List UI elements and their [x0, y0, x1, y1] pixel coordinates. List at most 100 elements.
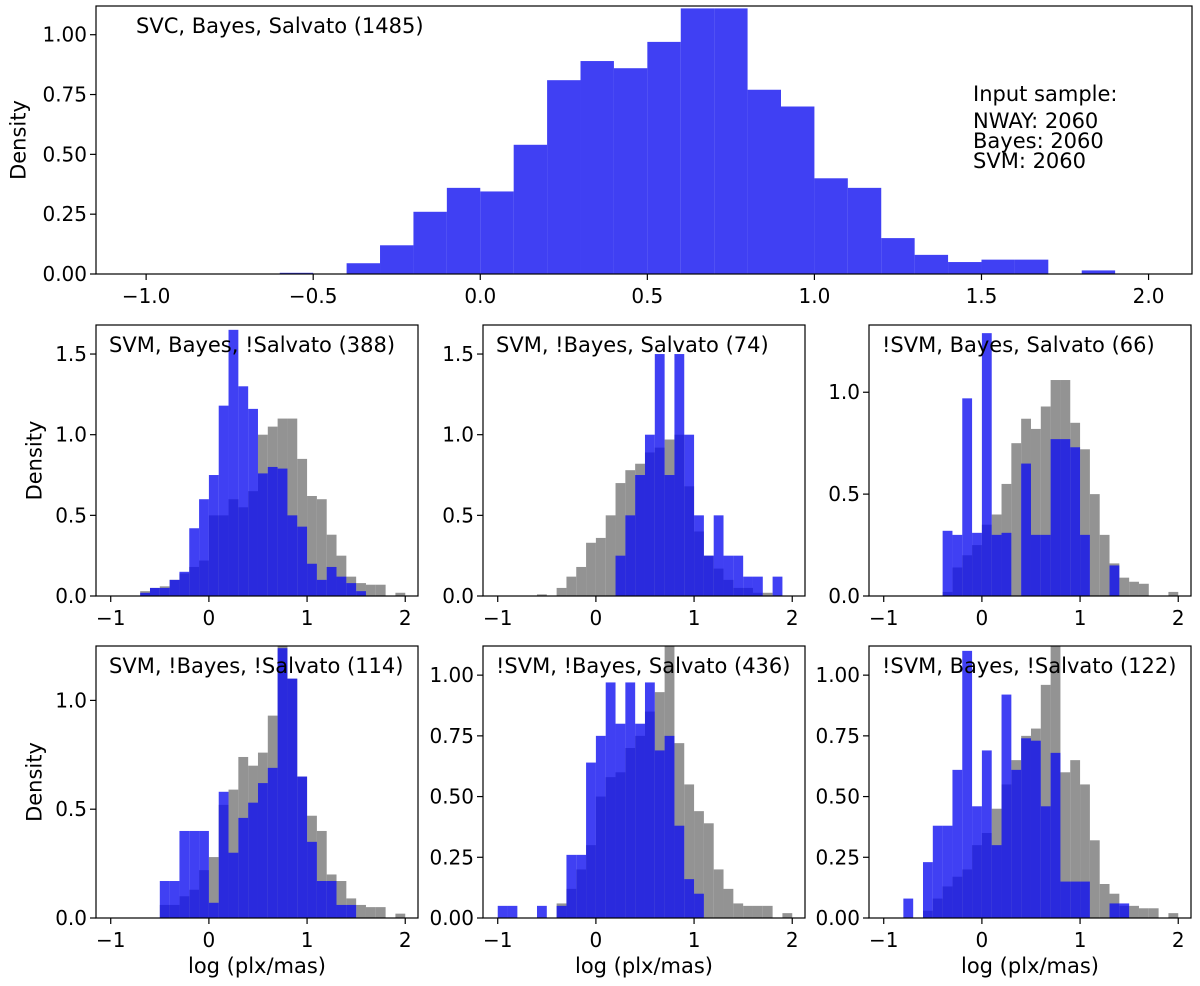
- histogram-bar-blue: [316, 579, 327, 596]
- histogram-bar-blue: [1021, 738, 1031, 918]
- histogram-bar-gray: [713, 869, 724, 918]
- y-axis-label: Density: [22, 421, 46, 501]
- histogram-bar-blue: [615, 723, 626, 918]
- histogram-bar-blue: [714, 8, 748, 274]
- histogram-bar-gray: [1089, 494, 1100, 596]
- histogram-bar-blue: [1080, 534, 1090, 596]
- histogram-bar-gray: [356, 583, 366, 596]
- histogram-bar-gray: [395, 913, 406, 918]
- histogram-bar-gray: [1119, 577, 1130, 596]
- histogram-bar-blue: [159, 587, 170, 596]
- x-tick-label: 1: [301, 928, 314, 952]
- histogram-bar-blue: [218, 791, 229, 918]
- histogram-bar-blue: [326, 881, 337, 918]
- histogram-bar-gray: [365, 907, 376, 918]
- panel-title: SVC, Bayes, Salvato (1485): [136, 14, 424, 38]
- histogram-bar-gray: [1099, 884, 1110, 918]
- histogram-bar-gray: [316, 499, 327, 596]
- histogram-bar-blue: [208, 902, 219, 918]
- histogram-bar-blue: [952, 534, 963, 596]
- panel-title: !SVM, Bayes, Salvato (66): [882, 333, 1155, 357]
- y-tick-label: 1.0: [55, 688, 87, 712]
- x-tick-label: −1: [483, 928, 512, 952]
- x-tick-label: 0.5: [631, 284, 663, 308]
- y-tick-label: 0.5: [442, 503, 474, 527]
- y-tick-label: 0.0: [55, 584, 87, 608]
- histogram-bar-blue: [159, 881, 170, 918]
- histogram-bar-blue: [991, 845, 1002, 918]
- histogram-bar-blue: [218, 405, 229, 596]
- histogram-bar-gray: [287, 418, 298, 596]
- y-tick-label: 0.75: [815, 724, 860, 748]
- x-tick-label: 2: [1172, 928, 1185, 952]
- histogram-bar-blue: [326, 566, 337, 596]
- x-tick-label: 0: [203, 606, 216, 630]
- histogram-bar-blue: [752, 576, 763, 596]
- histogram-bar-gray: [1129, 581, 1139, 596]
- histogram-bar-blue: [1109, 903, 1120, 918]
- histogram-bar-gray: [375, 584, 386, 596]
- input-sample-note-svm: SVM: 2060: [973, 149, 1086, 173]
- x-tick-label: −1: [96, 606, 125, 630]
- x-tick-label: 1: [1074, 606, 1087, 630]
- histogram-bar-blue: [772, 576, 783, 596]
- x-tick-label: −1.0: [122, 284, 171, 308]
- y-tick-label: 1.00: [815, 663, 860, 687]
- histogram-bar-blue: [1014, 259, 1049, 274]
- histogram-bar-blue: [635, 475, 645, 596]
- input-sample-note-bayes: Bayes: 2060: [973, 129, 1104, 153]
- histogram-bar-blue: [1040, 806, 1051, 918]
- histogram-bar-blue: [1080, 881, 1090, 918]
- y-tick-label: 0.5: [55, 503, 87, 527]
- y-tick-label: 0.50: [429, 785, 474, 809]
- histogram-bar-blue: [635, 723, 645, 918]
- axes-frame: [95, 645, 419, 919]
- histogram-bar-blue: [703, 555, 714, 596]
- histogram-bar-blue: [497, 905, 508, 918]
- histogram-bar-blue: [238, 386, 249, 596]
- histogram-bar-blue: [513, 144, 548, 274]
- y-tick-label: 0.25: [429, 845, 474, 869]
- axes-frame: [95, 324, 419, 597]
- histogram-bar-blue: [914, 254, 949, 274]
- histogram-bar-blue: [140, 592, 150, 596]
- histogram-bar-blue: [684, 879, 695, 918]
- histogram-bar-gray: [1129, 905, 1139, 918]
- histogram-bar-gray: [316, 830, 327, 918]
- histogram-bar-blue: [881, 238, 915, 274]
- histogram-bar-gray: [1138, 908, 1149, 918]
- histogram-bar-blue: [238, 817, 249, 918]
- histogram-bar-blue: [1070, 447, 1081, 596]
- histogram-bar-blue: [723, 555, 734, 596]
- histogram-bar-blue: [1119, 903, 1130, 918]
- histogram-bar-blue: [316, 881, 327, 918]
- y-tick-label: 1.00: [429, 663, 474, 687]
- x-tick-label: 2: [1172, 606, 1185, 630]
- histogram-bar-blue: [694, 515, 704, 596]
- histogram-bar-blue: [446, 187, 481, 274]
- histogram-bar-blue: [644, 434, 655, 596]
- y-tick-label: 1.0: [442, 423, 474, 447]
- histogram-bar-blue: [297, 776, 308, 918]
- y-tick-label: 1.5: [55, 342, 87, 366]
- histogram-bar-blue: [1030, 534, 1041, 596]
- histogram-bar-blue: [743, 576, 753, 596]
- histogram-bar-gray: [536, 594, 547, 596]
- histogram-bar-blue: [903, 898, 914, 918]
- histogram-bar-blue: [307, 841, 317, 918]
- panel-not-svm-bayes-not-salvato: −1 0 1 2 0.00 0.25 0.50 0.75 1.00 !SVM, Bayes, !S…: [815, 645, 1192, 978]
- panel-not-svm-not-bayes-salvato: −1 0 1 2 0.00 0.25 0.50 0.75 1.00 !SVM, !Bayes, S…: [429, 645, 806, 978]
- y-tick-label: 0.75: [429, 724, 474, 748]
- x-tick-label: 1.0: [799, 284, 831, 308]
- panel-svm-not-bayes-not-salvato: −1 0 1 2 0.0 0.5 1.0 SVM, !Bayes, !Salvato (114…: [22, 645, 419, 978]
- x-tick-label: 1.5: [966, 284, 998, 308]
- histogram-bar-blue: [267, 466, 278, 596]
- histogram-bar-blue: [199, 499, 209, 596]
- histogram-bar-blue: [277, 648, 288, 918]
- histogram-bar-blue: [356, 591, 366, 596]
- axes-frame: [868, 645, 1192, 919]
- histogram-bar-blue: [179, 830, 190, 918]
- histogram-bar-blue: [228, 329, 239, 596]
- panel-title: !SVM, Bayes, !Salvato (122): [882, 654, 1176, 678]
- histogram-bar-blue: [684, 434, 695, 596]
